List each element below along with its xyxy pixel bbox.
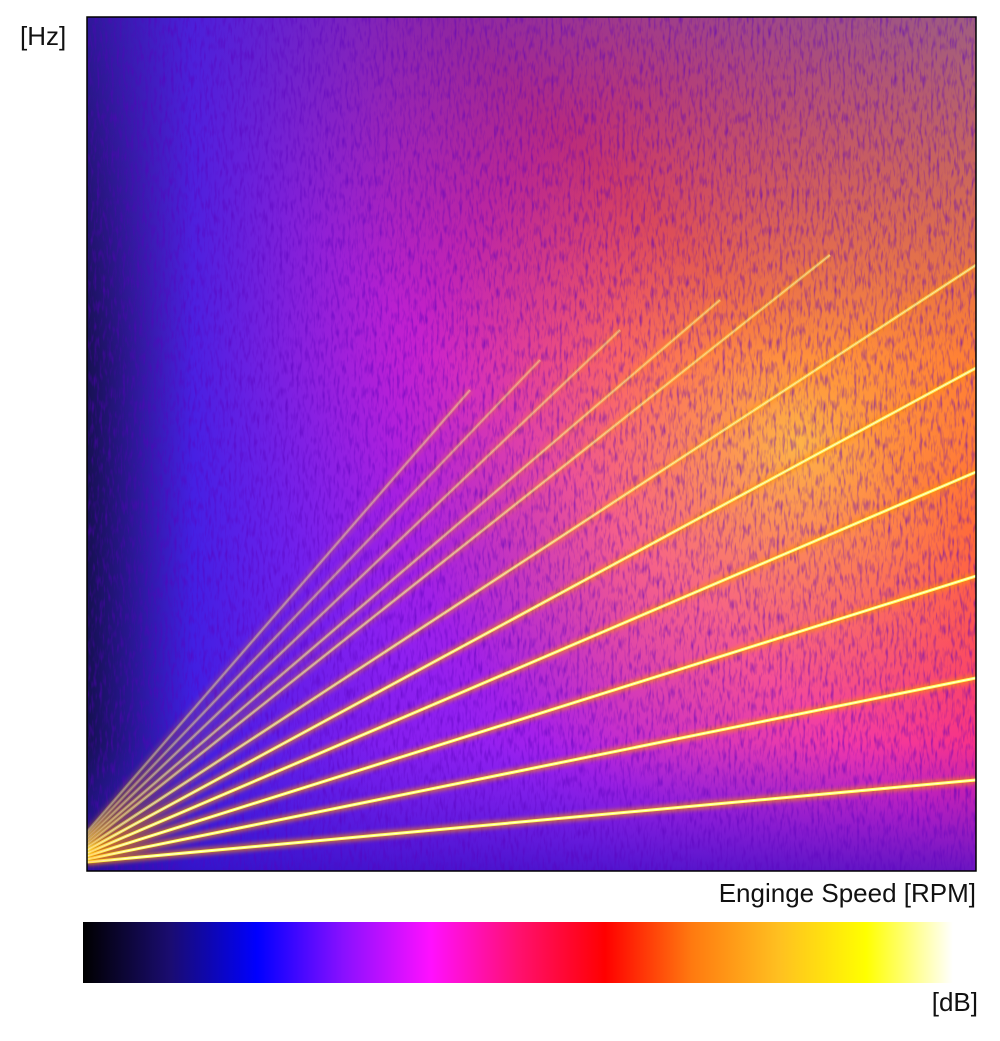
- order-lines: [87, 252, 976, 866]
- order-line: [87, 253, 831, 846]
- order-line: [87, 328, 622, 840]
- order-line: [87, 387, 473, 835]
- order-line: [87, 677, 976, 860]
- order-line: [87, 329, 621, 839]
- colorbar: [83, 922, 953, 983]
- order-line: [87, 298, 721, 843]
- spectrogram-image: [87, 17, 976, 871]
- order-line: [87, 357, 543, 838]
- order-line: [87, 359, 541, 836]
- order-line: [87, 327, 623, 841]
- plot-frame: [86, 16, 977, 872]
- order-line: [87, 367, 976, 851]
- order-line: [87, 264, 976, 848]
- order-line: [87, 358, 542, 837]
- order-line: [87, 471, 976, 854]
- y-axis-label: [Hz]: [20, 21, 66, 51]
- order-line: [87, 299, 721, 842]
- order-line: [87, 252, 833, 847]
- colorbar-label: [dB]: [932, 987, 978, 1017]
- order-line: [87, 389, 472, 833]
- order-line: [87, 389, 471, 833]
- x-axis-label: Enginge Speed [RPM]: [719, 878, 976, 908]
- order-line: [87, 263, 976, 849]
- order-line: [87, 297, 723, 844]
- order-line: [87, 575, 976, 857]
- order-line: [87, 254, 831, 845]
- order-line: [87, 779, 976, 863]
